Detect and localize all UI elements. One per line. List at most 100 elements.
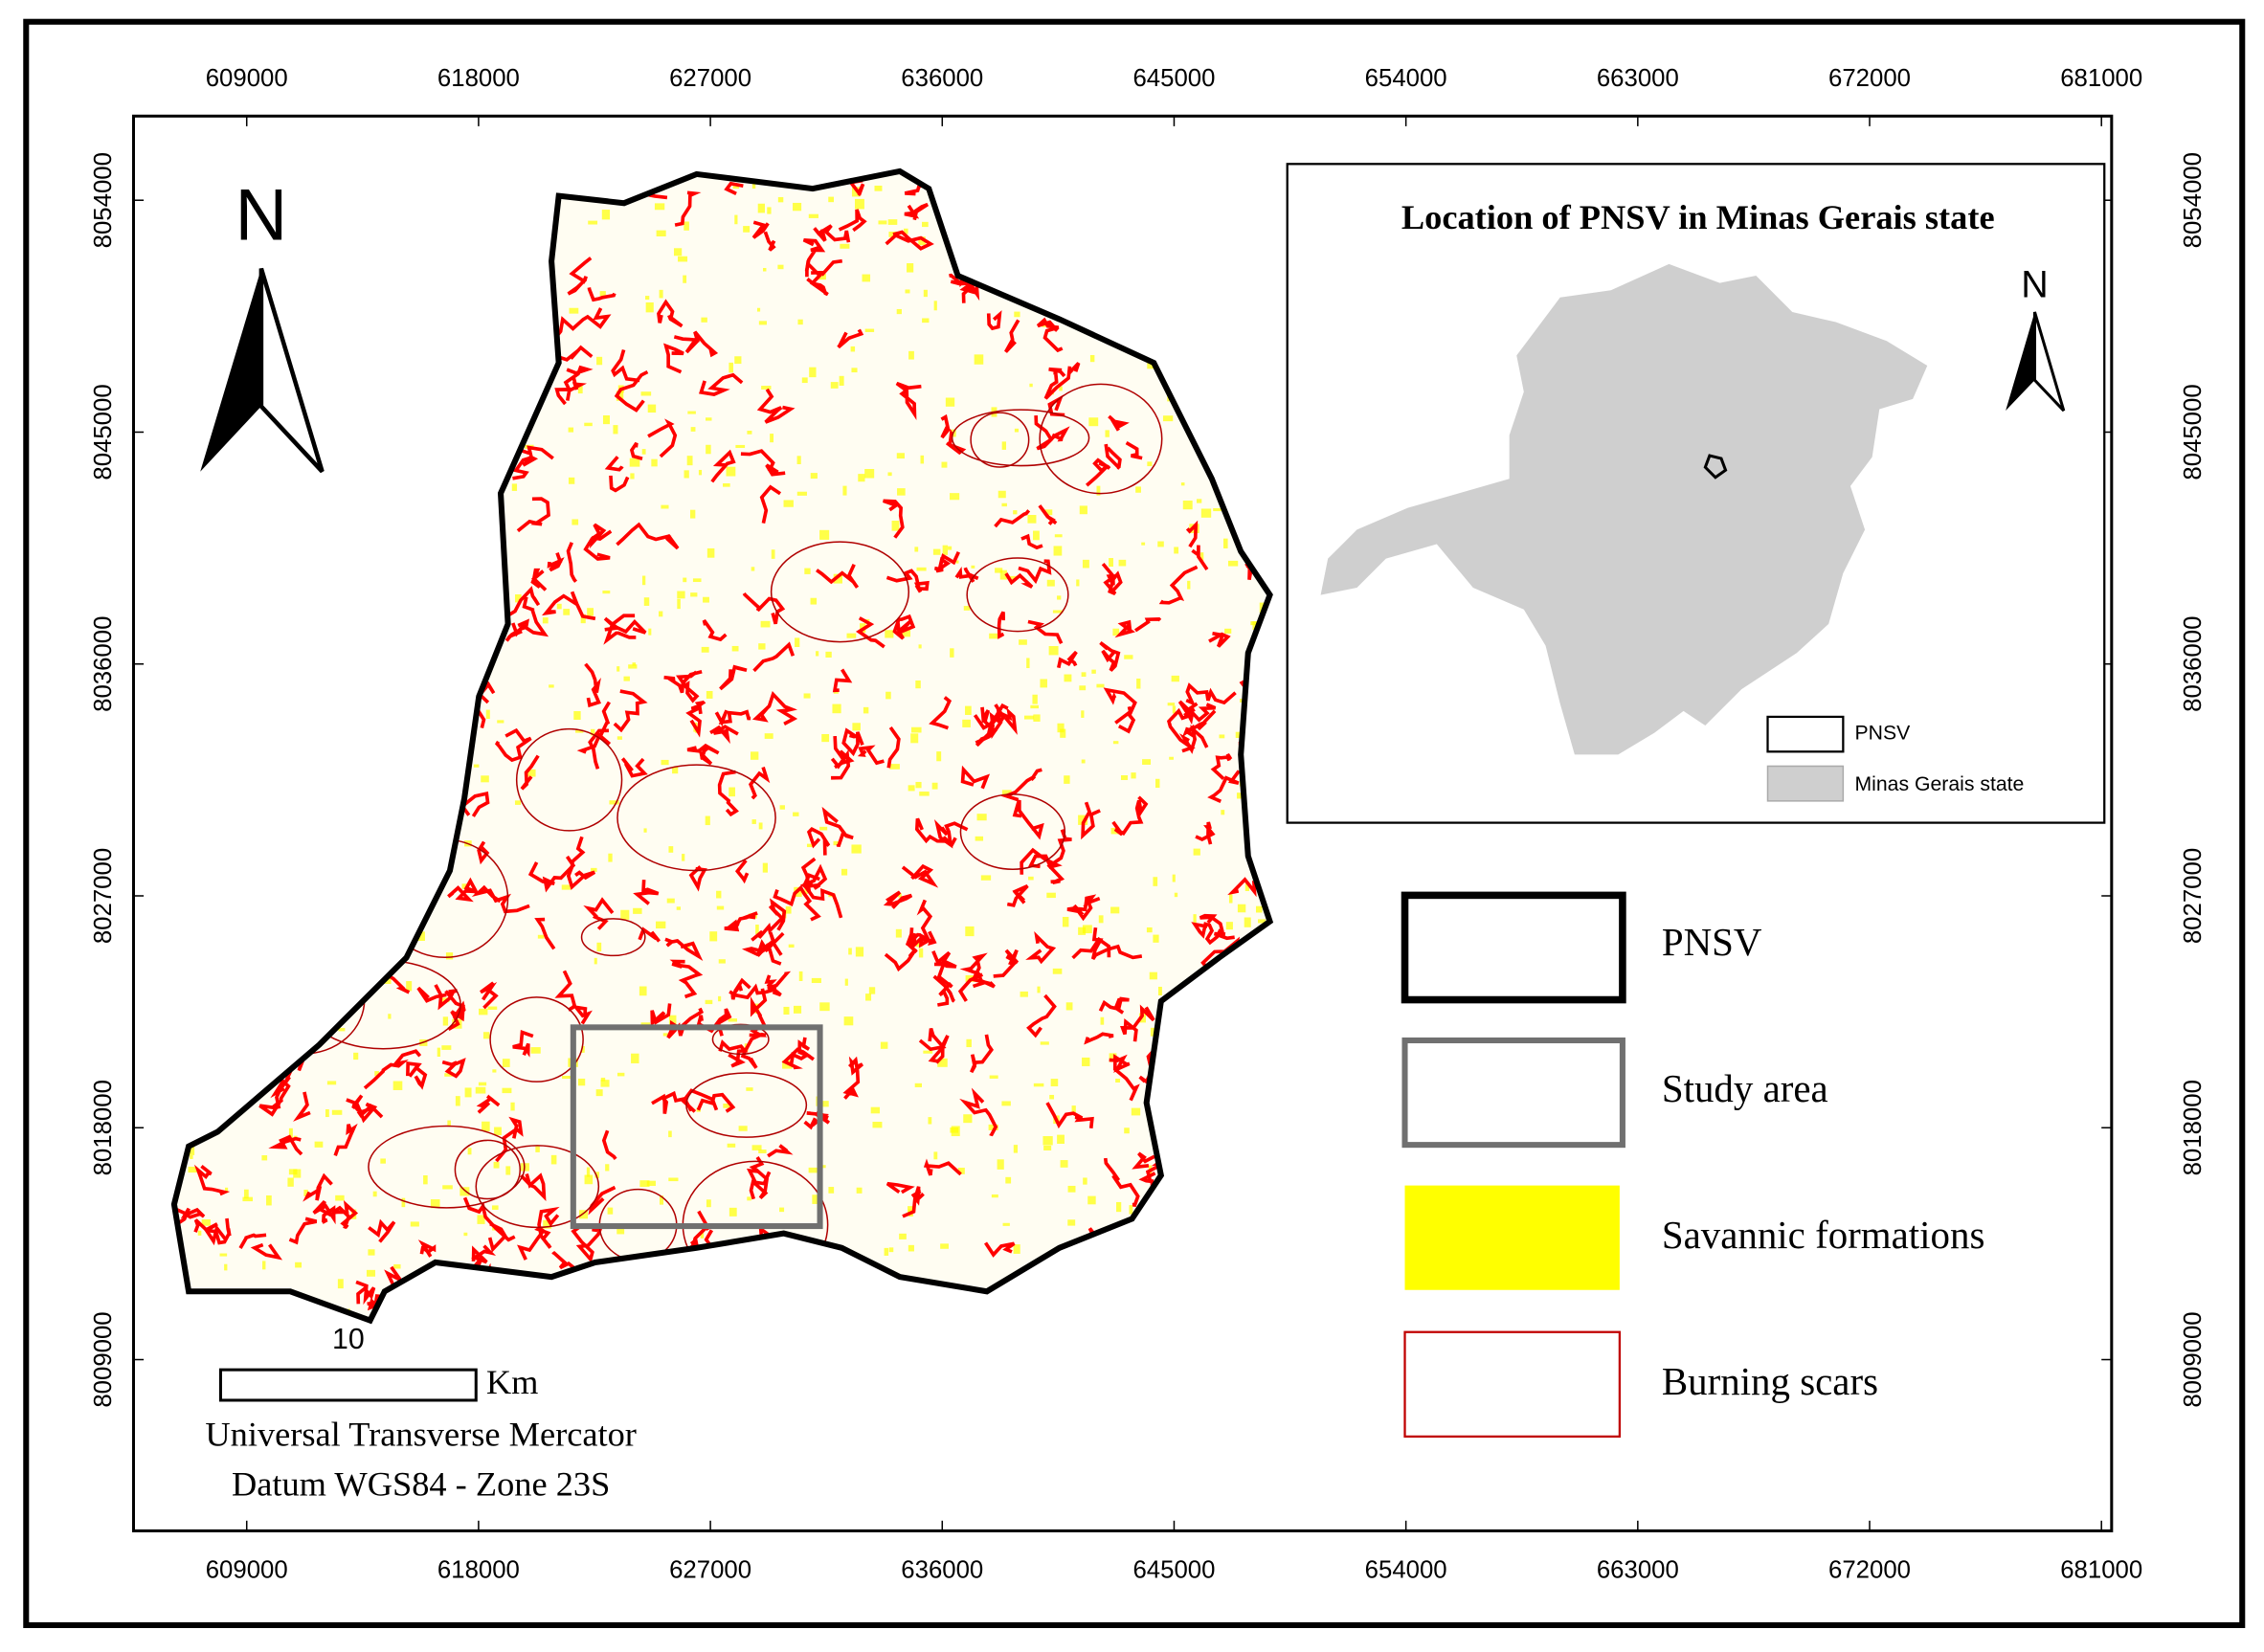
burn-scar xyxy=(718,1039,749,1068)
savannic-patch xyxy=(651,458,658,467)
burn-scar xyxy=(530,568,548,592)
x-tick-label: 609000 xyxy=(206,65,288,92)
burn-scar xyxy=(986,310,1002,331)
x-tick-label: 672000 xyxy=(1828,1557,1911,1584)
savannic-patch xyxy=(1089,354,1095,363)
savannic-patch xyxy=(684,221,689,231)
burn-scar xyxy=(494,727,532,763)
burn-scar xyxy=(1109,1054,1140,1102)
burn-scar xyxy=(331,1199,359,1230)
savannic-patch xyxy=(950,648,954,658)
savannic-patch xyxy=(430,1199,440,1209)
savannic-patch xyxy=(568,427,574,433)
savannic-patch xyxy=(1081,672,1087,678)
y-tick-label: 8036000 xyxy=(2180,616,2207,712)
savannic-patch xyxy=(923,289,928,298)
savannic-patch xyxy=(758,643,766,650)
savannic-patch xyxy=(779,805,785,810)
burn-scar xyxy=(204,1222,227,1246)
savannic-patch xyxy=(584,1174,594,1185)
savannic-patch xyxy=(731,645,739,652)
savannic-patch xyxy=(918,644,922,649)
savannic-patch xyxy=(1250,621,1260,626)
savannic-patch xyxy=(616,1072,625,1077)
savannic-patch xyxy=(919,792,930,796)
savannic-patch xyxy=(586,1167,591,1177)
burn-scar xyxy=(541,591,596,621)
savannic-patch xyxy=(1149,971,1157,980)
savannic-patch xyxy=(1147,461,1153,467)
savannic-patch xyxy=(1046,892,1056,899)
legend-label: PNSV xyxy=(1662,921,1762,964)
savannic-patch xyxy=(806,843,815,848)
savannic-patch xyxy=(1076,579,1080,587)
savannic-patch xyxy=(735,444,746,449)
savannic-patch xyxy=(479,1008,488,1016)
savannic-patch xyxy=(406,981,413,992)
savannic-patch xyxy=(846,633,857,638)
x-tick-label: 636000 xyxy=(901,1557,983,1584)
savannic-patch xyxy=(639,986,647,996)
savannic-patch xyxy=(661,759,669,766)
savannic-patch xyxy=(793,1005,802,1014)
savannic-patch xyxy=(1088,417,1099,427)
burn-scar xyxy=(1084,1032,1114,1045)
savannic-patch xyxy=(848,948,852,955)
savannic-patch xyxy=(1200,552,1204,562)
burn-scar xyxy=(1006,884,1029,907)
savannic-patch xyxy=(580,614,586,624)
savannic-patch xyxy=(1141,542,1146,546)
savannic-patch xyxy=(804,568,811,574)
savannic-patch xyxy=(1040,1041,1049,1045)
legend: PNSV Study area Savannic formations Burn… xyxy=(1401,891,1984,1439)
savannic-patch xyxy=(803,693,811,699)
savannic-patch xyxy=(668,846,674,853)
burn-scar xyxy=(1004,319,1020,353)
savannic-patch xyxy=(850,346,856,352)
burn-scar xyxy=(1191,545,1209,571)
burn-scar xyxy=(702,619,728,642)
savannic-patch xyxy=(590,728,595,736)
savannic-patch xyxy=(492,1069,497,1073)
savannic-patch xyxy=(288,1169,298,1175)
burn-scar xyxy=(1026,993,1057,1038)
burn-scar xyxy=(629,441,643,460)
savannic-patch xyxy=(1033,714,1041,722)
savannic-patch xyxy=(1193,848,1200,856)
inset-legend-swatch xyxy=(1766,715,1845,753)
savannic-patch xyxy=(705,815,710,826)
burn-scar xyxy=(293,1091,311,1122)
savannic-patch xyxy=(902,628,911,637)
burn-scar xyxy=(730,977,751,1000)
burn-scar xyxy=(1057,650,1078,669)
savannic-patch xyxy=(1059,386,1063,391)
savannic-patch xyxy=(442,1016,449,1026)
savannic-patch xyxy=(464,1087,472,1098)
savannic-patch xyxy=(678,256,688,262)
savannic-patch xyxy=(661,504,669,509)
savannic-patch xyxy=(656,230,666,236)
burn-scar xyxy=(587,287,616,302)
burn-scar xyxy=(303,1172,333,1202)
burn-scar xyxy=(885,1181,915,1194)
savannic-patch xyxy=(1096,683,1105,688)
savannic-patch xyxy=(303,1189,308,1196)
savannic-patch xyxy=(758,822,763,830)
legend-swatch xyxy=(1401,1037,1625,1149)
savannic-patch xyxy=(734,356,742,365)
coordinate-grid: 609000 609000 618000 618000 627000 627000 6360… xyxy=(90,65,2207,1583)
burn-scar xyxy=(916,899,937,949)
savannic-patch xyxy=(401,1197,406,1208)
savannic-patch xyxy=(1043,509,1053,516)
savannic-patch xyxy=(751,819,756,824)
burn-scar xyxy=(816,563,860,589)
savannic-patch xyxy=(945,397,955,407)
savannic-patch xyxy=(856,1187,863,1194)
burn-scar xyxy=(749,988,768,1038)
savannic-patch xyxy=(821,1101,829,1107)
savannic-patch xyxy=(788,944,795,948)
burn-scar xyxy=(1000,768,1042,802)
burn-scar xyxy=(751,898,787,942)
burn-scar xyxy=(1104,443,1122,470)
savannic-patch xyxy=(293,1169,302,1178)
